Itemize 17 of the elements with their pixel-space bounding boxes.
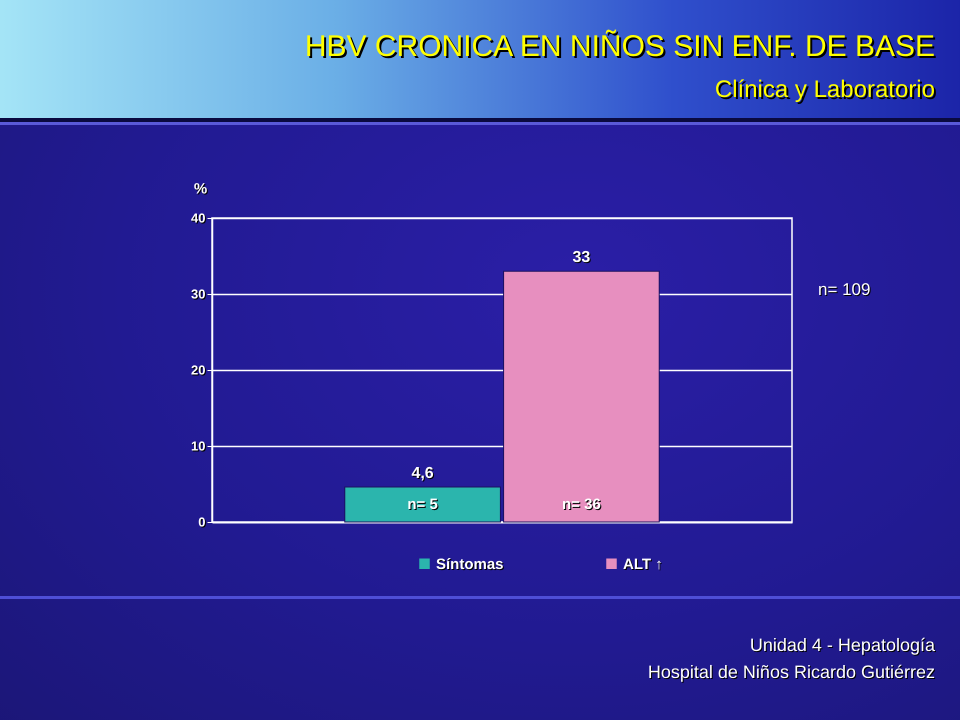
text: Hospital de Niños Ricardo Gutiérrez — [648, 661, 935, 684]
chart-title: HBV CRONICA EN NIÑOS SIN ENF. DE BASE — [304, 30, 935, 64]
y-tick-label: 20 — [191, 362, 206, 378]
annotation: n= 5 — [407, 496, 438, 513]
text: Unidad 4 - Hepatología — [748, 634, 935, 657]
y-tick-label: 30 — [191, 286, 206, 302]
y-axis-title: % — [194, 180, 208, 198]
y-tick-label: 0 — [198, 514, 206, 530]
chart-subtitle: Clínica y Laboratorio — [714, 76, 935, 104]
data-label: 33 — [572, 249, 590, 266]
text: n= 109 — [818, 280, 870, 300]
y-tick-label: 40 — [191, 210, 206, 226]
text: ALT ↑ — [623, 556, 663, 573]
data-label: 4,6 — [411, 465, 434, 482]
legend-label: Síntomas — [436, 556, 504, 573]
y-tick-label: 10 — [191, 438, 206, 454]
annotation: n= 36 — [562, 496, 601, 513]
